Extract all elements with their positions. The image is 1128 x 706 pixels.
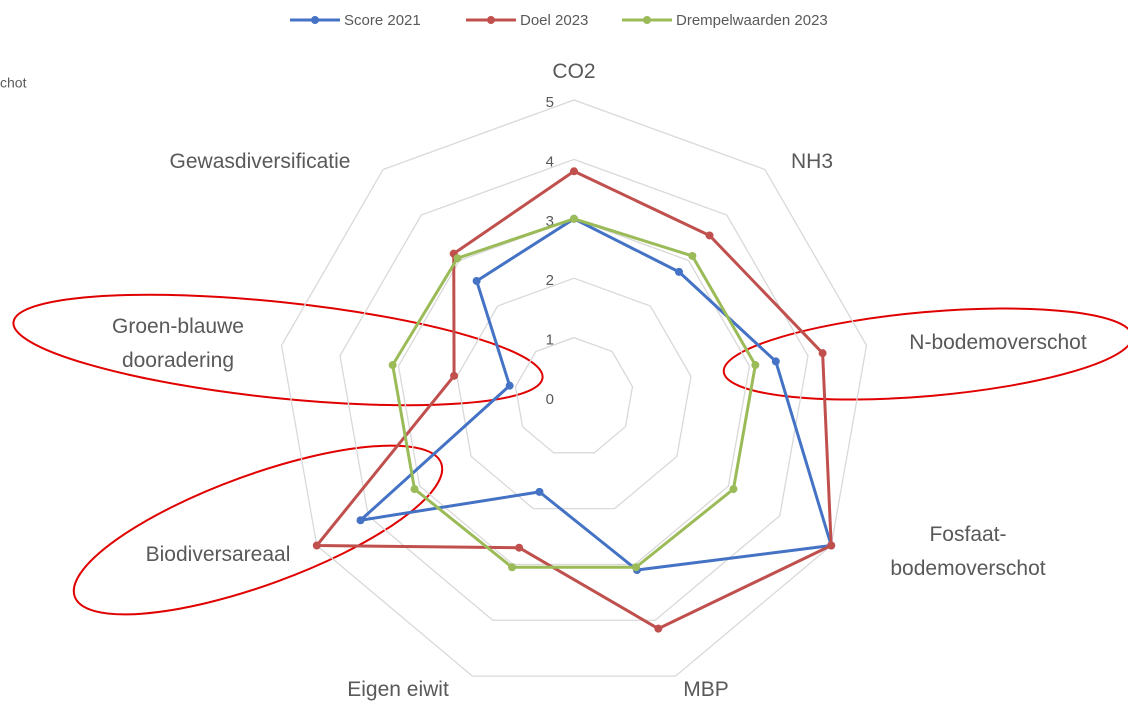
category-label: Fosfaat-bodemoverschot bbox=[890, 523, 1046, 580]
grid-ring bbox=[514, 336, 634, 454]
legend-marker bbox=[643, 16, 651, 24]
point bbox=[312, 541, 321, 550]
r-tick-label: 0 bbox=[546, 391, 554, 408]
point bbox=[508, 563, 517, 572]
r-tick-label: 4 bbox=[546, 153, 554, 170]
grid-ring bbox=[339, 158, 809, 621]
r-tick-label: 1 bbox=[546, 332, 554, 349]
point bbox=[472, 276, 481, 285]
series-line bbox=[315, 169, 833, 631]
point bbox=[705, 231, 714, 240]
category-label: N-bodemoverschot bbox=[909, 331, 1087, 354]
point bbox=[450, 371, 459, 380]
legend-label: Drempelwaarden 2023 bbox=[676, 12, 828, 29]
legend-marker bbox=[487, 16, 495, 24]
highlight-ellipse bbox=[12, 293, 544, 407]
point bbox=[388, 361, 397, 370]
grid-ring bbox=[397, 218, 751, 566]
highlight-ellipse bbox=[72, 444, 444, 616]
grid-ring bbox=[456, 277, 692, 510]
highlight-ellipse bbox=[722, 307, 1128, 401]
category-label: Gewasdiversificatie bbox=[169, 150, 351, 173]
point bbox=[771, 357, 780, 366]
point bbox=[688, 251, 697, 260]
r-tick-label: 2 bbox=[546, 272, 554, 289]
series-line bbox=[359, 217, 833, 572]
grid-ring bbox=[280, 99, 868, 677]
point bbox=[751, 361, 760, 370]
point bbox=[453, 254, 462, 263]
annotations bbox=[12, 293, 1128, 616]
point bbox=[827, 541, 836, 550]
point bbox=[654, 624, 663, 633]
category-label: MBP bbox=[683, 678, 729, 701]
point bbox=[674, 267, 683, 276]
point bbox=[570, 214, 578, 223]
category-label: Biodiversareaal bbox=[145, 543, 291, 566]
r-tick-label: 5 bbox=[546, 94, 554, 111]
point bbox=[535, 487, 544, 496]
category-label: Groen-blauwe dooradering bbox=[112, 315, 244, 372]
category-label: CO2 bbox=[552, 60, 596, 83]
point bbox=[631, 563, 640, 572]
legend-label: Score 2021 bbox=[344, 12, 421, 29]
point bbox=[410, 485, 419, 494]
category-label: NH3 bbox=[790, 150, 833, 173]
point bbox=[505, 381, 514, 390]
cropped-text: chot bbox=[0, 75, 27, 91]
point bbox=[356, 516, 365, 525]
category-label: Eigen eiwit bbox=[347, 678, 449, 701]
point bbox=[818, 349, 827, 358]
legend-label: Doel 2023 bbox=[520, 12, 588, 29]
series-line bbox=[391, 217, 757, 569]
point bbox=[570, 167, 578, 176]
r-tick-label: 3 bbox=[546, 213, 554, 230]
point bbox=[729, 485, 738, 494]
legend-marker bbox=[311, 16, 319, 24]
point bbox=[515, 543, 524, 552]
